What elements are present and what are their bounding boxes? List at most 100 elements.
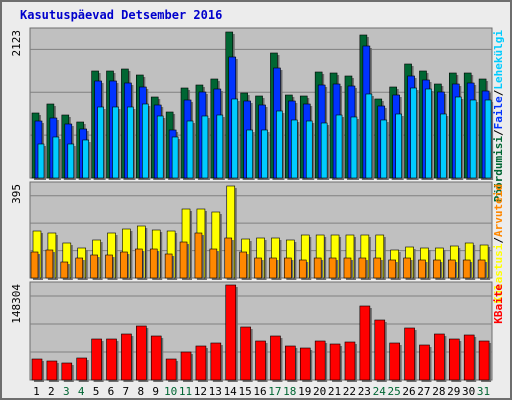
sites-bar-body xyxy=(60,261,69,279)
kbytes-bar xyxy=(136,325,149,382)
sites-bar-body xyxy=(254,257,262,279)
pages-bar xyxy=(320,122,330,180)
sites-bar xyxy=(343,257,353,280)
pages-bar xyxy=(469,99,479,180)
panel-bottom-legend: KBaite xyxy=(492,284,505,324)
sites-bar xyxy=(239,251,249,280)
sites-bar xyxy=(179,241,190,280)
kbytes-bar xyxy=(463,334,477,382)
sites-bar-body xyxy=(239,251,247,279)
kbytes-bar xyxy=(448,338,462,382)
x-tick-day: 8 xyxy=(137,385,144,398)
kbytes-bar xyxy=(329,343,343,382)
legend-visits: Külastusi xyxy=(492,243,505,303)
sites-bar-body xyxy=(105,254,113,279)
x-tick-day: 18 xyxy=(283,385,296,398)
sites-bar-body xyxy=(209,248,218,279)
pages-bar-body xyxy=(410,87,417,179)
legend-separator: / xyxy=(492,129,505,136)
sites-bar-body xyxy=(433,259,441,279)
kbytes-bar xyxy=(150,335,164,382)
kbytes-bar xyxy=(240,326,253,382)
kbytes-bar xyxy=(359,305,372,382)
pages-bar-body xyxy=(52,136,60,179)
sites-bar-body xyxy=(45,249,54,279)
legend-separator: / xyxy=(492,89,505,96)
x-tick-day: 1 xyxy=(33,385,40,398)
x-tick-day: 5 xyxy=(93,385,100,398)
legend-hits: Pöördumisi xyxy=(492,136,505,203)
kbytes-bar-body xyxy=(180,351,192,381)
chart-title: Kasutuspäevad Detsember 2016 xyxy=(20,8,223,22)
pages-bar xyxy=(350,116,359,180)
kbytes-bar-body xyxy=(210,342,222,381)
pages-bar-body xyxy=(82,139,90,179)
kbytes-bar-body xyxy=(106,338,117,381)
sites-bar-body xyxy=(418,259,426,279)
kbytes-bar xyxy=(389,342,402,382)
pages-bar-body xyxy=(231,98,239,179)
kbytes-bar xyxy=(180,351,194,382)
x-tick-day: 2 xyxy=(48,385,55,398)
x-tick-day: 25 xyxy=(388,385,401,398)
kbytes-bar-body xyxy=(299,347,311,381)
kbytes-bar-body xyxy=(61,362,73,381)
kbytes-bar xyxy=(374,319,387,382)
kbytes-bar-body xyxy=(255,340,266,381)
x-tick-day: 24 xyxy=(373,385,387,398)
sites-bar-body xyxy=(343,257,352,279)
sites-bar xyxy=(105,254,115,280)
sites-bar-body xyxy=(284,257,292,279)
pages-bar-body xyxy=(320,122,328,179)
sites-bar-body xyxy=(194,232,203,279)
pages-bar xyxy=(97,106,106,180)
sites-bar xyxy=(298,259,309,280)
sites-bar xyxy=(373,257,383,280)
kbytes-bar-body xyxy=(91,338,102,381)
pages-bar xyxy=(37,143,46,180)
pages-bar xyxy=(67,143,76,180)
kbytes-bar xyxy=(76,357,89,382)
kbytes-bar xyxy=(61,362,74,382)
sites-bar-body xyxy=(179,241,188,279)
x-tick-day: 19 xyxy=(298,385,311,398)
kbytes-bar-body xyxy=(285,345,296,381)
kbytes-bar xyxy=(225,284,238,382)
x-tick-day: 9 xyxy=(152,385,159,398)
kbytes-bar xyxy=(344,341,357,382)
sites-bar xyxy=(358,257,368,280)
legend-kbytes: KBaite xyxy=(492,284,505,324)
sites-bar xyxy=(254,257,264,280)
pages-bar xyxy=(380,119,389,180)
kbytes-bar-body xyxy=(31,358,43,381)
panel-top-legend: Pöördumisi/Faile/Lehekülgi xyxy=(492,30,505,203)
kbytes-bar-body xyxy=(389,342,400,381)
x-tick-day: 22 xyxy=(343,385,356,398)
pages-bar xyxy=(365,93,374,180)
pages-bar-body xyxy=(216,114,224,179)
panel-bottom-ytick: 148304 xyxy=(10,284,23,324)
legend-sites: Arvuteid xyxy=(492,184,505,237)
x-tick-day: 10 xyxy=(164,385,177,398)
kbytes-bar-body xyxy=(434,333,445,381)
sites-bar-body xyxy=(164,253,173,279)
pages-bar-body xyxy=(142,103,149,179)
kbytes-bar-body xyxy=(195,345,207,381)
kbytes-bar-body xyxy=(478,340,490,381)
kbytes-bar-body xyxy=(463,334,475,381)
pages-bar-body xyxy=(186,120,194,179)
pages-bar-body xyxy=(365,93,373,179)
sites-bar xyxy=(194,232,204,280)
kbytes-bar-body xyxy=(136,325,147,381)
pages-bar-body xyxy=(454,96,462,179)
pages-bar xyxy=(335,114,345,180)
kbytes-bar xyxy=(314,340,328,382)
kbytes-bar-body xyxy=(225,284,237,381)
x-tick-day: 13 xyxy=(209,385,222,398)
pages-bar xyxy=(186,120,196,180)
sites-bar xyxy=(135,248,145,280)
sites-bar-body xyxy=(30,251,39,279)
panel-top-ytick: 2123 xyxy=(10,30,23,57)
